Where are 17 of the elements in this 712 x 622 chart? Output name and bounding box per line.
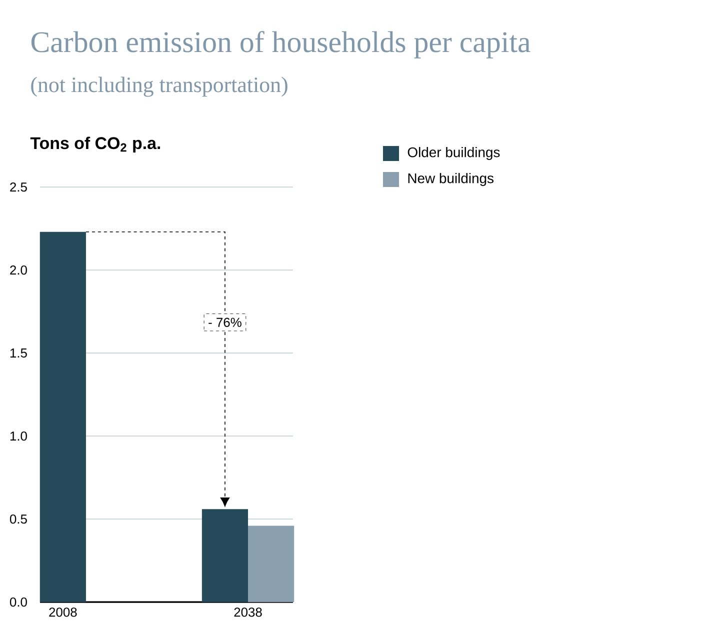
bar bbox=[202, 509, 248, 602]
x-tick-label: 2008 bbox=[49, 608, 77, 617]
bar bbox=[40, 232, 86, 602]
legend-label: New buildings bbox=[408, 172, 494, 186]
chart-subtitle: (not including transportation) bbox=[31, 76, 288, 97]
bar bbox=[248, 526, 294, 602]
y-tick-label: 1.0 bbox=[10, 431, 27, 441]
y-tick-label: 0.0 bbox=[10, 597, 27, 607]
y-tick-label: 1.5 bbox=[10, 348, 27, 358]
x-tick-label: 2038 bbox=[234, 608, 262, 617]
y-axis-title: Tons of CO$_{2}$ p.a. bbox=[30, 136, 160, 153]
legend-label: Older buildings bbox=[408, 146, 500, 160]
annotation: - 76% bbox=[208, 318, 242, 327]
y-tick-label: 2.0 bbox=[10, 265, 27, 275]
chart-title: Carbon emission of households per capita bbox=[31, 30, 530, 58]
y-tick-label: 2.5 bbox=[10, 182, 27, 192]
y-tick-label: 0.5 bbox=[10, 514, 27, 524]
